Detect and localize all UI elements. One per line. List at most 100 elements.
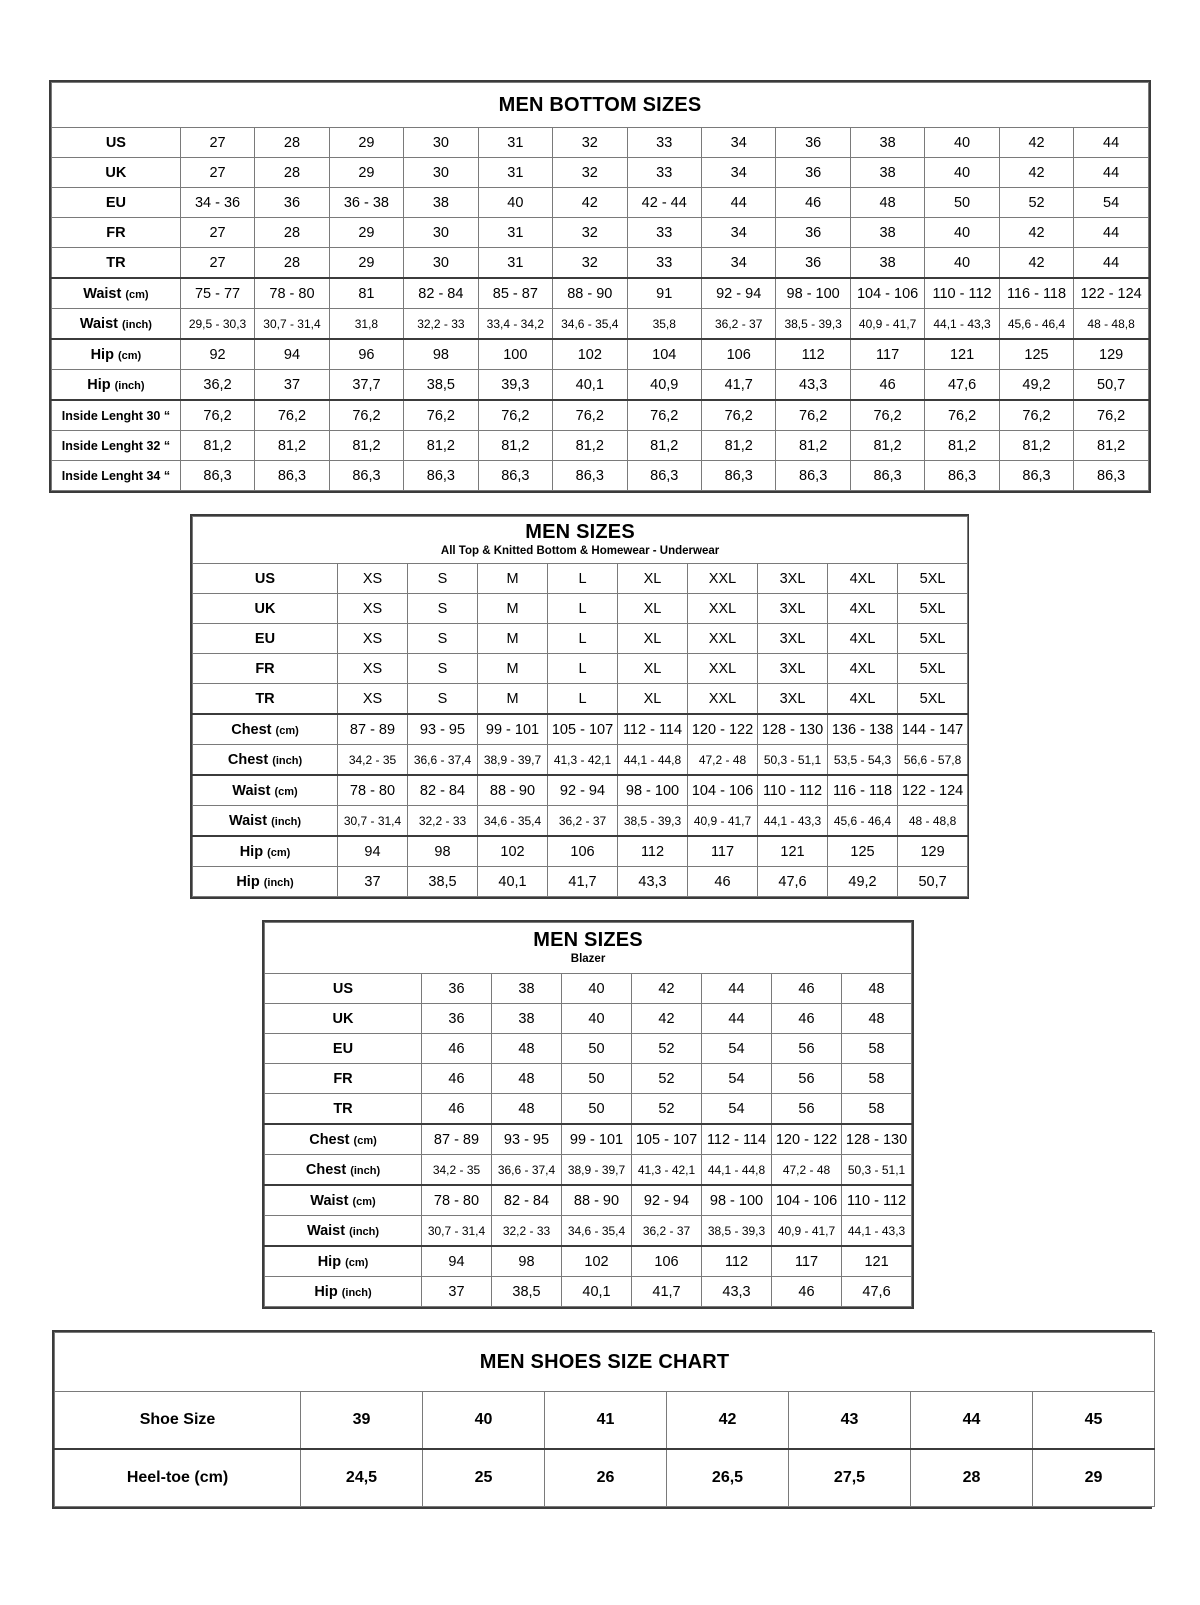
table-subtitle: All Top & Knitted Bottom & Homewear - Un… — [440, 545, 720, 558]
table-row: Inside Lenght 32 “ 81,2 81,2 81,2 81,2 8… — [51, 430, 1149, 461]
cell: S — [407, 683, 478, 715]
cell: 44,1 - 43,3 — [840, 1215, 913, 1247]
cell: 35,8 — [626, 308, 702, 340]
cell: M — [477, 683, 548, 715]
cell: 40 — [422, 1391, 545, 1450]
cell: 117 — [849, 338, 926, 370]
table-title: MEN SHOES SIZE CHART — [479, 1350, 730, 1373]
cell: 49,2 — [827, 866, 898, 897]
cell: 32 — [552, 217, 628, 248]
cell: 78 - 80 — [337, 774, 408, 806]
row-label-unit: (cm) — [275, 724, 299, 737]
row-label-text: Chest — [227, 751, 269, 768]
cell: 30,7 - 31,4 — [254, 308, 330, 340]
cell: 81,2 — [328, 430, 405, 461]
row-label-text: Chest — [231, 721, 272, 738]
cell: 98 — [491, 1245, 562, 1277]
cell: 129 — [1073, 338, 1149, 370]
cell: 36 - 38 — [328, 187, 405, 218]
cell: 76,2 — [254, 399, 330, 431]
cell: 112 — [701, 1245, 772, 1277]
cell: 56 — [771, 1093, 842, 1125]
cell: 42 — [552, 187, 628, 218]
cell: 38,5 — [407, 866, 478, 897]
cell: 47,6 — [757, 866, 828, 897]
cell: 120 - 122 — [687, 713, 758, 745]
cell: 34,2 - 35 — [421, 1154, 492, 1186]
cell: 112 - 114 — [701, 1123, 772, 1155]
cell: 5XL — [896, 683, 969, 715]
table-title: MEN SIZES — [533, 929, 643, 952]
cell: 36,6 - 37,4 — [407, 744, 478, 776]
cell: 32,2 - 33 — [491, 1215, 562, 1247]
row-label-unit: (cm) — [117, 349, 142, 362]
cell: 36 — [775, 127, 851, 158]
cell: 102 — [477, 835, 548, 867]
cell: 28 — [910, 1448, 1033, 1507]
cell: 86,3 — [179, 460, 256, 491]
cell: 81,2 — [998, 430, 1075, 461]
cell: 54 — [701, 1033, 772, 1064]
table-row: Heel-toe (cm) 24,5 25 26 26,5 27,5 28 29 — [54, 1448, 1156, 1507]
cell: 44,1 - 44,8 — [617, 744, 688, 776]
cell: 88 - 90 — [561, 1184, 632, 1216]
cell: 31 — [477, 247, 554, 279]
cell: S — [407, 593, 478, 624]
cell: 49,2 — [998, 369, 1075, 401]
table-row: TR 27 28 29 30 31 32 33 34 36 38 40 42 4… — [51, 247, 1149, 279]
cell: 30,7 - 31,4 — [421, 1215, 492, 1247]
cell: 44,1 - 43,3 — [757, 805, 828, 837]
cell: 76,2 — [849, 399, 926, 431]
cell: 48 — [491, 1093, 562, 1125]
cell: 81 — [328, 277, 405, 309]
cell: 104 - 106 — [687, 774, 758, 806]
cell: 76,2 — [552, 399, 628, 431]
row-label-inside-length-34: Inside Lenght 34 “ — [51, 460, 181, 491]
row-label-eu: EU — [51, 187, 181, 218]
cell: 36 — [775, 217, 851, 248]
cell: XL — [617, 593, 688, 624]
cell: 92 - 94 — [631, 1184, 702, 1216]
cell: 112 - 114 — [617, 713, 688, 745]
cell: 54 — [701, 1093, 772, 1125]
cell: 42 — [998, 247, 1075, 279]
cell: 36 — [254, 187, 330, 218]
cell: 46 — [421, 1063, 492, 1094]
cell: 81,2 — [403, 430, 479, 461]
cell: 37 — [421, 1276, 492, 1307]
row-label-unit: (inch) — [341, 1286, 372, 1299]
cell: 31,8 — [328, 308, 405, 340]
table-row: Hip (inch) 37 38,5 40,1 41,7 43,3 46 47,… — [264, 1276, 913, 1307]
cell: 40 — [924, 217, 1000, 248]
row-label-unit: (cm) — [274, 785, 298, 798]
cell: L — [547, 653, 618, 684]
cell: 125 — [998, 338, 1075, 370]
cell: 50,7 — [1073, 369, 1149, 401]
cell: 40 — [561, 973, 632, 1004]
cell: 34 - 36 — [179, 187, 256, 218]
cell: 129 — [896, 835, 969, 867]
row-label-hip-inch: Hip (inch) — [192, 866, 338, 897]
cell: XL — [617, 563, 688, 594]
table-title: MEN BOTTOM SIZES — [498, 93, 702, 116]
cell: 5XL — [896, 653, 969, 684]
cell: 32 — [552, 247, 628, 279]
cell: 121 — [757, 835, 828, 867]
cell: 81,2 — [254, 430, 330, 461]
table-row: Waist (inch) 29,5 - 30,3 30,7 - 31,4 31,… — [51, 308, 1149, 340]
cell: 128 - 130 — [757, 713, 828, 745]
cell: 38 — [403, 187, 479, 218]
cell: 125 — [827, 835, 898, 867]
cell: XL — [617, 623, 688, 654]
row-label-unit: (inch) — [114, 379, 145, 392]
cell: 99 - 101 — [561, 1123, 632, 1155]
cell: 41,7 — [631, 1276, 702, 1307]
cell: 87 - 89 — [337, 713, 408, 745]
cell: 110 - 112 — [757, 774, 828, 806]
row-label-us: US — [264, 973, 422, 1004]
cell: 46 — [421, 1093, 492, 1125]
cell: 105 - 107 — [547, 713, 618, 745]
cell: 92 - 94 — [700, 277, 777, 309]
row-label-uk: UK — [192, 593, 338, 624]
table-row: FR 46 48 50 52 54 56 58 — [264, 1063, 913, 1094]
